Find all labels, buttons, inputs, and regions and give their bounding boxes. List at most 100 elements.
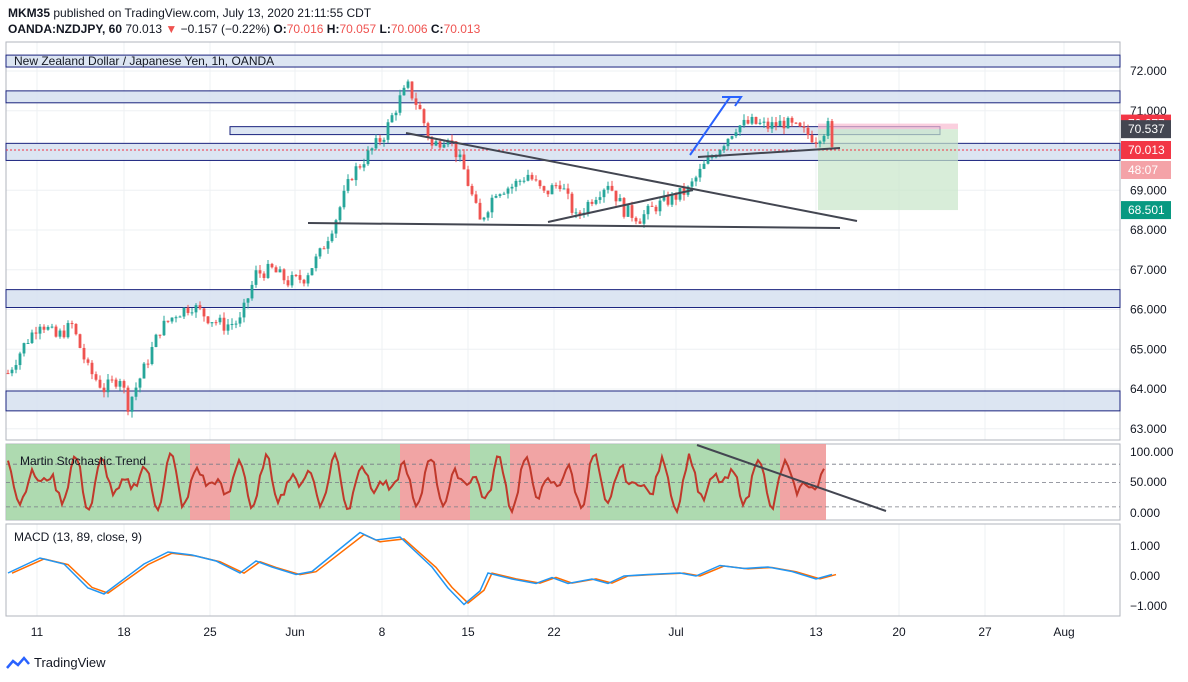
countdown-badge-bg	[1121, 160, 1171, 179]
time-tick-label: 18	[117, 625, 131, 639]
candle-body	[758, 122, 762, 124]
candle-body	[38, 326, 42, 334]
candle-body	[622, 198, 626, 217]
tradingview-footer[interactable]: TradingView	[6, 655, 106, 670]
countdown-badge: 48:07	[1128, 163, 1158, 177]
candle-body	[806, 127, 810, 135]
candle-body	[706, 157, 710, 164]
candle-body	[146, 363, 150, 365]
candle-body	[338, 207, 342, 221]
candle-body	[782, 120, 786, 129]
candle-body	[278, 269, 282, 273]
price-tick-label: 66.000	[1130, 303, 1167, 317]
candle-body	[630, 205, 634, 218]
candle-body	[174, 317, 178, 319]
candle-body	[390, 115, 394, 123]
candle-body	[166, 320, 170, 322]
macd-tick-label: 0.000	[1130, 569, 1160, 583]
price-tick-label: 72.000	[1130, 64, 1167, 78]
candle-body	[830, 121, 834, 147]
candle-body	[742, 119, 746, 126]
support-resistance-zone	[5, 90, 1121, 104]
macd-line	[7, 531, 833, 606]
stoch-line	[7, 451, 825, 515]
candle-body	[810, 134, 814, 143]
candle-body	[62, 330, 66, 338]
time-tick-label: Jul	[668, 625, 683, 639]
candle-body	[262, 273, 266, 278]
candle-body	[802, 126, 806, 128]
candle-body	[434, 141, 438, 146]
candle-body	[662, 195, 666, 201]
candle-body	[626, 205, 630, 217]
candle-body	[158, 334, 162, 336]
candle-body	[646, 205, 650, 215]
time-tick-label: 20	[892, 625, 906, 639]
candle-body	[718, 150, 722, 157]
candle-body	[314, 256, 318, 269]
candle-body	[818, 141, 822, 144]
time-tick-label: 27	[978, 625, 992, 639]
candle-body	[722, 146, 726, 151]
candle-body	[178, 316, 182, 318]
candle-body	[310, 268, 314, 276]
candle-body	[734, 132, 738, 137]
candle-body	[358, 166, 362, 168]
arrow-icon	[722, 96, 743, 107]
candle-body	[354, 166, 358, 181]
candle-body	[658, 200, 662, 212]
candle-body	[226, 324, 230, 331]
candle-body	[46, 326, 50, 330]
time-tick-label: 25	[203, 625, 217, 639]
support-resistance-zone	[5, 54, 1121, 68]
candle-body	[634, 217, 638, 222]
candle-body	[110, 379, 114, 381]
candle-body	[250, 284, 254, 299]
candle-body	[282, 269, 286, 281]
candle-body	[26, 342, 30, 344]
candle-body	[562, 188, 566, 190]
candle-body	[230, 323, 234, 325]
time-tick-label: 8	[379, 625, 386, 639]
macd-pane-border	[5, 523, 1121, 617]
candle-body	[362, 164, 366, 168]
low-value: 70.006	[390, 22, 428, 36]
candle-body	[106, 379, 110, 393]
candle-body	[154, 334, 158, 348]
candle-body	[418, 104, 422, 110]
candle-body	[474, 194, 478, 203]
candle-body	[210, 322, 214, 324]
candle-body	[442, 144, 446, 148]
price-tick-label: 71.000	[1130, 104, 1167, 118]
candle-body	[710, 156, 714, 158]
candle-body	[766, 121, 770, 129]
brand-name: TradingView	[34, 655, 106, 670]
candle-body	[366, 150, 370, 165]
candle-body	[118, 381, 122, 387]
candle-body	[298, 275, 302, 280]
candle-body	[546, 190, 550, 195]
candle-body	[570, 193, 574, 213]
candle-body	[330, 233, 334, 242]
candle-body	[378, 138, 382, 142]
candle-body	[738, 125, 742, 133]
candle-body	[386, 122, 390, 140]
stoch-trend-band	[400, 444, 470, 520]
price-tick-label: 67.000	[1130, 263, 1167, 277]
candle-body	[94, 374, 98, 380]
down-arrow-icon: ▼	[165, 22, 178, 36]
candle-body	[466, 169, 470, 186]
candle-body	[446, 140, 450, 145]
candle-body	[194, 305, 198, 313]
candle-body	[74, 323, 78, 335]
open-label: O:	[273, 22, 287, 36]
trendline	[697, 147, 841, 158]
candle-body	[394, 112, 398, 116]
candle-body	[42, 326, 46, 330]
price-tick-label: 64.000	[1130, 382, 1167, 396]
support-resistance-zone	[5, 390, 1121, 412]
candle-body	[674, 194, 678, 200]
candle-body	[506, 188, 510, 194]
candle-body	[606, 185, 610, 190]
